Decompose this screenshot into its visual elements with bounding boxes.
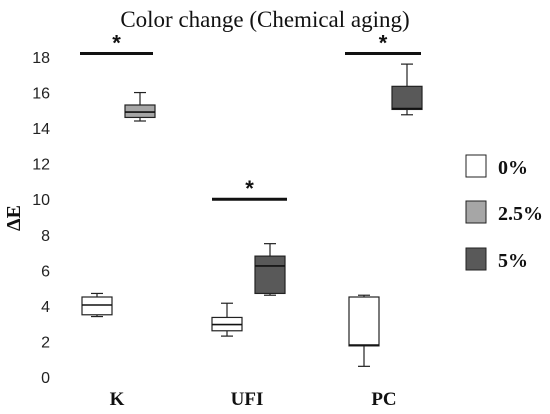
- box-PC-5%: [391, 63, 423, 116]
- significance-star: *: [112, 30, 121, 55]
- x-category-label: K: [110, 389, 125, 410]
- y-tick-label: 12: [32, 157, 50, 174]
- box-body: [254, 255, 286, 295]
- legend-swatch: [465, 200, 487, 224]
- x-category-label: UFI: [231, 389, 264, 410]
- axes: 0 2 4 6 8 10 12 14 16 18 K UFI PC: [32, 50, 396, 410]
- box-body: [124, 104, 156, 119]
- legend-label: 0%: [498, 157, 528, 179]
- y-tick-label: 14: [32, 121, 50, 138]
- box-K-0%: [81, 292, 113, 318]
- legend: 0% 2.5% 5%: [465, 154, 543, 272]
- significance-star: *: [245, 176, 254, 201]
- chart-title: Color change (Chemical aging): [120, 7, 409, 32]
- significance-star: *: [379, 30, 388, 55]
- y-axis-label: ΔE: [3, 205, 25, 231]
- y-tick-label: 18: [32, 50, 50, 67]
- x-category-label: PC: [371, 389, 396, 410]
- box-body: [81, 296, 113, 316]
- boxes: [81, 63, 423, 367]
- box-UFI-5%: [254, 243, 286, 296]
- box-body: [391, 85, 423, 111]
- y-tick-label: 0: [41, 370, 50, 387]
- box-body: [348, 296, 380, 347]
- legend-label: 2.5%: [498, 203, 543, 225]
- legend-swatch: [465, 154, 487, 178]
- y-tick-label: 8: [41, 228, 50, 245]
- y-tick-label: 6: [41, 263, 50, 280]
- y-tick-label: 16: [32, 86, 50, 103]
- box-PC-0%: [348, 294, 380, 367]
- legend-label: 5%: [498, 250, 528, 272]
- y-tick-label: 2: [41, 334, 50, 351]
- y-tick-label: 4: [41, 299, 50, 316]
- significance-markers: * * *: [80, 30, 421, 201]
- box-K-2.5%: [124, 91, 156, 122]
- y-tick-label: 10: [32, 192, 50, 209]
- legend-swatch: [465, 247, 487, 271]
- box-UFI-0%: [211, 302, 243, 337]
